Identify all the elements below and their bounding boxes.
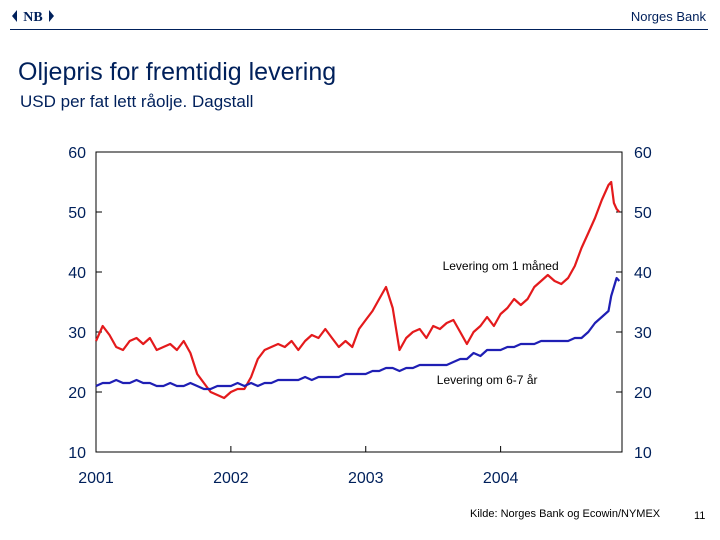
bank-name: Norges Bank xyxy=(630,9,706,24)
series-line-long-dated xyxy=(95,276,621,391)
y-tick-label-left: 40 xyxy=(68,265,86,282)
series-line-front-month xyxy=(94,180,621,400)
series-annotation: Levering om 1 måned xyxy=(443,259,559,273)
slide-title: Oljepris for fremtidig levering xyxy=(18,58,337,86)
logo-text: NB xyxy=(23,10,42,25)
y-tick-label-left: 60 xyxy=(68,145,86,162)
y-tick-label-right: 30 xyxy=(634,325,652,342)
series-annotation: Levering om 6-7 år xyxy=(437,373,538,387)
x-tick-label: 2002 xyxy=(213,470,249,487)
norges-bank-logo: NB xyxy=(12,10,54,25)
y-tick-label-left: 50 xyxy=(68,205,86,222)
y-tick-label-left: 10 xyxy=(68,445,86,462)
plot-frame xyxy=(95,151,623,453)
y-tick-label-left: 30 xyxy=(68,325,86,342)
y-tick-label-right: 50 xyxy=(634,205,652,222)
y-tick-label-right: 40 xyxy=(634,265,652,282)
y-tick-label-left: 20 xyxy=(68,385,86,402)
y-tick-label-right: 60 xyxy=(634,145,652,162)
y-tick-label-right: 10 xyxy=(634,445,652,462)
x-tick-label: 2004 xyxy=(483,470,519,487)
source-note: Kilde: Norges Bank og Ecowin/NYMEX xyxy=(470,508,661,520)
page-number: 11 xyxy=(694,510,706,522)
header-divider xyxy=(10,29,708,30)
slide-subtitle: USD per fat lett råolje. Dagstall xyxy=(20,92,254,111)
x-tick-label: 2001 xyxy=(78,470,114,487)
y-tick-label-right: 20 xyxy=(634,385,652,402)
x-tick-label: 2003 xyxy=(348,470,384,487)
